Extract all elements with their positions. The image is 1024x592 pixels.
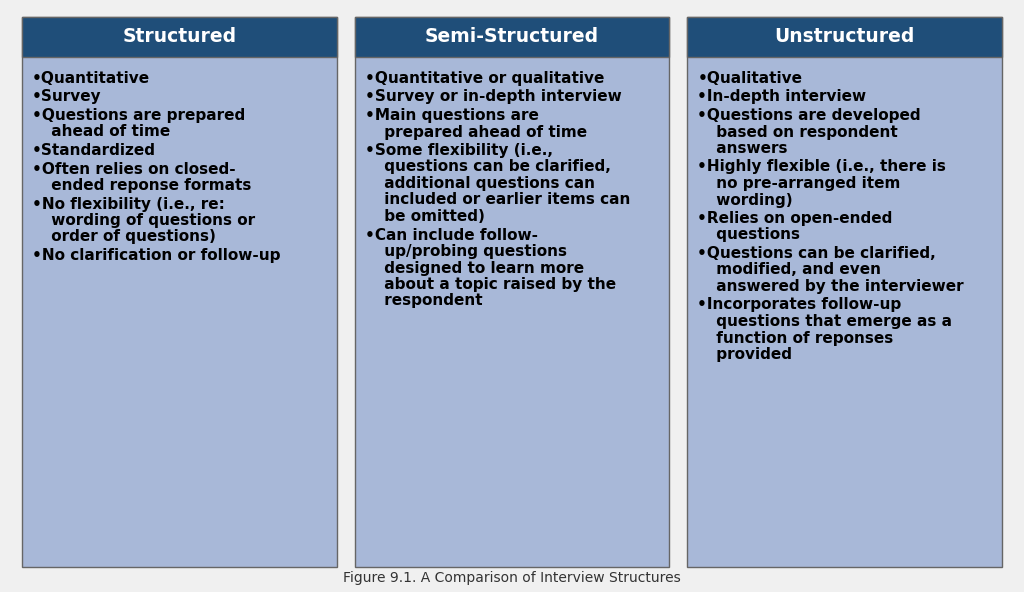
Text: up/probing questions: up/probing questions [379,244,566,259]
Text: •Quantitative: •Quantitative [32,71,151,86]
FancyBboxPatch shape [354,17,670,57]
Text: •Highly flexible (i.e., there is: •Highly flexible (i.e., there is [697,159,946,175]
Text: •Can include follow-: •Can include follow- [365,227,538,243]
Text: based on respondent: based on respondent [712,124,898,140]
Text: •Some flexibility (i.e.,: •Some flexibility (i.e., [365,143,553,158]
Text: respondent: respondent [379,294,482,308]
Text: no pre-arranged item: no pre-arranged item [712,176,901,191]
FancyBboxPatch shape [22,17,337,57]
Text: questions that emerge as a: questions that emerge as a [712,314,952,329]
Text: questions: questions [712,227,801,243]
Text: wording): wording) [712,192,793,208]
Text: be omitted): be omitted) [379,209,484,224]
Text: •Main questions are: •Main questions are [365,108,539,123]
Text: •Questions are developed: •Questions are developed [697,108,921,123]
Text: •Survey or in-depth interview: •Survey or in-depth interview [365,89,622,105]
Text: •No clarification or follow-up: •No clarification or follow-up [32,248,281,263]
Text: •Survey: •Survey [32,89,101,105]
FancyBboxPatch shape [687,17,1002,57]
Text: •Quantitative or qualitative: •Quantitative or qualitative [365,71,604,86]
Text: questions can be clarified,: questions can be clarified, [379,159,610,175]
FancyBboxPatch shape [22,17,337,567]
Text: Structured: Structured [122,27,237,47]
FancyBboxPatch shape [354,17,670,567]
Text: function of reponses: function of reponses [712,330,894,346]
Text: ended reponse formats: ended reponse formats [46,178,251,193]
Text: •Questions are prepared: •Questions are prepared [32,108,246,123]
Text: •Relies on open-ended: •Relies on open-ended [697,211,893,226]
Text: Semi-Structured: Semi-Structured [425,27,599,47]
Text: •In-depth interview: •In-depth interview [697,89,866,105]
Text: answers: answers [712,141,787,156]
Text: provided: provided [712,347,793,362]
Text: ahead of time: ahead of time [46,124,170,140]
Text: modified, and even: modified, and even [712,262,882,278]
Text: •Incorporates follow-up: •Incorporates follow-up [697,298,901,313]
Text: •No flexibility (i.e., re:: •No flexibility (i.e., re: [32,197,225,211]
Text: •Often relies on closed-: •Often relies on closed- [32,162,236,176]
Text: Figure 9.1. A Comparison of Interview Structures: Figure 9.1. A Comparison of Interview St… [343,571,681,585]
Text: Unstructured: Unstructured [774,27,914,47]
Text: answered by the interviewer: answered by the interviewer [712,279,964,294]
Text: additional questions can: additional questions can [379,176,595,191]
Text: •Questions can be clarified,: •Questions can be clarified, [697,246,936,261]
Text: •Standardized: •Standardized [32,143,156,158]
Text: included or earlier items can: included or earlier items can [379,192,630,208]
Text: order of questions): order of questions) [46,230,216,244]
Text: prepared ahead of time: prepared ahead of time [379,124,587,140]
FancyBboxPatch shape [687,17,1002,567]
Text: wording of questions or: wording of questions or [46,213,255,228]
Text: •Qualitative: •Qualitative [697,71,803,86]
Text: about a topic raised by the: about a topic raised by the [379,277,615,292]
Text: designed to learn more: designed to learn more [379,260,584,275]
